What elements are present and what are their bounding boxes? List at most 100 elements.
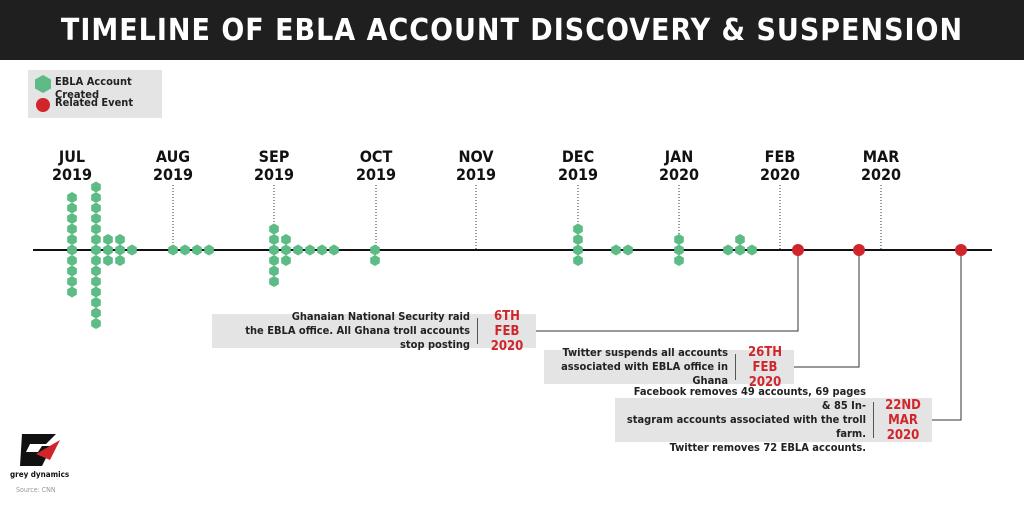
account-created-marker (91, 255, 101, 266)
month-label-aug: AUG 2019 (153, 147, 193, 184)
event-leader-line (536, 250, 799, 332)
account-created-marker (370, 255, 380, 266)
page-title: TIMELINE OF EBLA ACCOUNT DISCOVERY & SUS… (60, 12, 964, 48)
account-created-marker (573, 255, 583, 266)
month-label-nov: NOV 2019 (456, 147, 496, 184)
account-created-marker (747, 244, 757, 256)
account-created-marker (91, 297, 101, 308)
hexagon-icon (35, 75, 51, 93)
account-created-marker (115, 244, 125, 256)
account-created-marker (180, 244, 190, 256)
account-created-marker (103, 244, 113, 256)
account-created-marker (91, 202, 101, 214)
event-date: 22ND MAR 2020 (885, 397, 921, 443)
account-created-marker (67, 286, 77, 298)
account-created-marker (269, 276, 279, 287)
divider (477, 318, 478, 344)
account-created-marker (611, 244, 621, 256)
event-callout-26th-feb: Twitter suspends all accounts associated … (544, 344, 794, 390)
account-created-marker (269, 244, 279, 256)
event-description: Twitter suspends all accounts associated … (561, 346, 728, 387)
month-label-jan: JAN 2020 (659, 147, 699, 184)
account-created-marker (67, 244, 77, 256)
event-date: 6TH FEB 2020 (490, 308, 524, 354)
divider (873, 402, 874, 438)
event-callout-22nd-mar: Facebook removes 49 accounts, 69 pages &… (615, 385, 932, 454)
related-event-marker (792, 244, 804, 256)
account-created-marker (168, 244, 178, 256)
account-created-marker (67, 234, 77, 245)
related-event-marker (955, 244, 967, 256)
account-created-marker (115, 234, 125, 245)
source-note: Source: CNN (16, 486, 56, 494)
account-created-marker (573, 223, 583, 235)
event-description: Ghanaian National Security raid the EBLA … (245, 310, 470, 351)
account-created-marker (293, 244, 303, 256)
event-callout-6th-feb: Ghanaian National Security raid the EBLA … (212, 308, 536, 354)
account-created-marker (329, 244, 339, 256)
title-bar: TIMELINE OF EBLA ACCOUNT DISCOVERY & SUS… (0, 0, 1024, 60)
account-created-marker (723, 244, 733, 256)
account-created-marker (269, 234, 279, 245)
legend-item-related-event: Related Event (28, 94, 162, 116)
account-created-marker (192, 244, 202, 256)
divider (735, 354, 736, 380)
account-created-marker (623, 244, 633, 256)
account-created-marker (91, 318, 101, 329)
account-created-marker (281, 255, 291, 266)
event-leader-line (932, 250, 962, 421)
account-created-marker (91, 276, 101, 287)
account-created-marker (91, 223, 101, 235)
account-created-marker (67, 223, 77, 235)
account-created-marker (370, 244, 380, 256)
account-created-marker (269, 265, 279, 277)
event-date: 26TH FEB 2020 (747, 344, 783, 390)
account-created-marker (91, 244, 101, 256)
related-event-marker (853, 244, 865, 256)
month-label-oct: OCT 2019 (356, 147, 396, 184)
legend: EBLA Account Created Related Event (28, 70, 162, 118)
account-created-marker (735, 234, 745, 245)
event-description: Facebook removes 49 accounts, 69 pages &… (626, 385, 866, 454)
account-created-marker (67, 255, 77, 266)
account-created-marker (573, 234, 583, 245)
month-label-dec: DEC 2019 (558, 147, 598, 184)
account-created-marker (281, 234, 291, 245)
account-created-marker (91, 307, 101, 319)
account-created-marker (127, 244, 137, 256)
account-created-marker (674, 244, 684, 256)
account-created-marker (67, 265, 77, 277)
legend-label: EBLA Account Created (55, 75, 132, 101)
account-created-marker (573, 244, 583, 256)
event-leader-line (794, 250, 860, 368)
account-created-marker (67, 213, 77, 224)
month-label-feb: FEB 2020 (760, 147, 800, 184)
month-label-sep: SEP 2019 (254, 147, 294, 184)
month-label-jul: JUL 2019 (52, 147, 92, 184)
account-created-marker (91, 213, 101, 224)
month-label-mar: MAR 2020 (861, 147, 901, 184)
account-created-marker (103, 255, 113, 266)
logo-text: grey dynamics (10, 470, 70, 479)
account-created-marker (115, 255, 125, 266)
account-created-marker (269, 255, 279, 266)
account-created-marker (91, 181, 101, 193)
account-created-marker (67, 276, 77, 287)
account-created-marker (67, 192, 77, 203)
grey-dynamics-logo (20, 434, 60, 466)
circle-icon (36, 98, 50, 112)
account-created-marker (91, 192, 101, 203)
account-created-marker (317, 244, 327, 256)
account-created-marker (674, 234, 684, 245)
account-created-marker (204, 244, 214, 256)
legend-item-account-created: EBLA Account Created (28, 73, 162, 101)
account-created-marker (67, 202, 77, 214)
account-created-marker (91, 234, 101, 245)
account-created-marker (269, 223, 279, 235)
account-created-marker (91, 286, 101, 298)
account-created-marker (674, 255, 684, 266)
account-created-marker (305, 244, 315, 256)
account-created-marker (91, 265, 101, 277)
legend-label: Related Event (55, 96, 134, 109)
